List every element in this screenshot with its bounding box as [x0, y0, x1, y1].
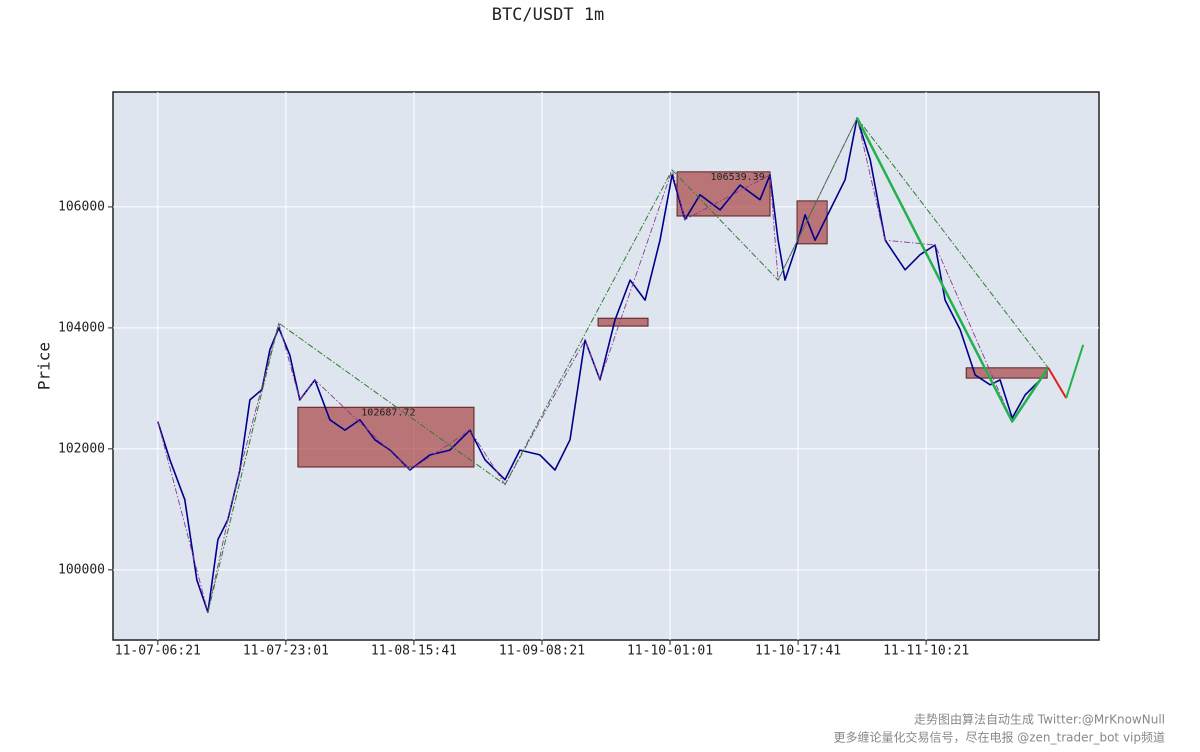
series-line: [1047, 367, 1068, 399]
chart-title: BTC/USDT 1m: [492, 5, 605, 25]
series-line: [1065, 344, 1085, 399]
pivot-box: [297, 406, 475, 468]
y-axis-label: Price: [35, 342, 54, 390]
series-line: [855, 117, 1050, 423]
series-line: [207, 117, 1049, 613]
series-line: [157, 117, 1049, 613]
box-label: 102687.72: [361, 407, 415, 418]
plot-area: [112, 91, 1100, 641]
x-tick-label: 11-07-06:21: [115, 644, 201, 659]
pivot-box: [965, 367, 1048, 379]
y-tick-label: 100000: [58, 562, 105, 577]
footer-note: 更多缠论量化交易信号，尽在电报 @zen_trader_bot vip频道: [833, 730, 1165, 745]
y-tick-label: 104000: [58, 320, 105, 335]
x-tick-label: 11-10-17:41: [755, 644, 841, 659]
y-tick-label: 102000: [58, 441, 105, 456]
pivot-box: [796, 200, 828, 245]
box-label: 106539.39: [711, 172, 765, 183]
x-tick-label: 11-07-23:01: [243, 644, 329, 659]
pivot-box: [597, 317, 649, 327]
x-tick-label: 11-08-15:41: [371, 644, 457, 659]
x-tick-label: 11-11-10:21: [883, 644, 969, 659]
y-tick-label: 106000: [58, 199, 105, 214]
footer-note: 走势图由算法自动生成 Twitter:@MrKnowNull: [914, 712, 1165, 727]
x-tick-label: 11-09-08:21: [499, 644, 585, 659]
x-tick-label: 11-10-01:01: [627, 644, 713, 659]
